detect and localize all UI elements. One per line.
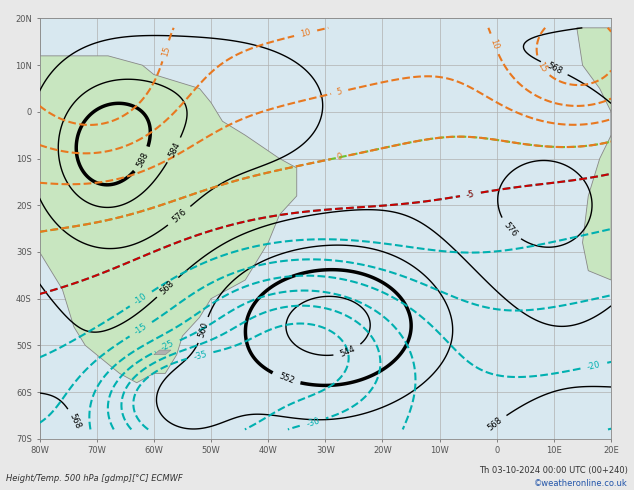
Text: 576: 576 [501, 220, 519, 238]
Text: Th 03-10-2024 00:00 UTC (00+240): Th 03-10-2024 00:00 UTC (00+240) [479, 466, 628, 475]
Text: 588: 588 [135, 150, 150, 169]
Text: -20: -20 [586, 360, 602, 371]
Text: -30: -30 [305, 416, 321, 428]
Text: 568: 568 [158, 278, 176, 296]
Text: 560: 560 [197, 321, 210, 339]
Text: 15: 15 [160, 45, 171, 57]
Polygon shape [39, 56, 297, 383]
Text: Height/Temp. 500 hPa [gdmp][°C] ECMWF: Height/Temp. 500 hPa [gdmp][°C] ECMWF [6, 474, 183, 483]
Text: -5: -5 [465, 189, 476, 199]
Text: 584: 584 [167, 141, 182, 159]
Text: -35: -35 [192, 349, 208, 362]
Text: -5: -5 [465, 189, 476, 199]
Text: -10: -10 [133, 291, 149, 307]
Text: 5: 5 [336, 87, 343, 97]
Text: 10: 10 [488, 38, 500, 50]
Text: 568: 568 [486, 416, 503, 433]
Text: -25: -25 [160, 339, 176, 353]
Text: 568: 568 [545, 60, 564, 76]
Text: 544: 544 [339, 344, 357, 359]
Text: -15: -15 [133, 322, 149, 337]
Text: 0: 0 [336, 152, 343, 162]
Polygon shape [577, 28, 611, 280]
Text: 576: 576 [171, 207, 188, 224]
Text: 15: 15 [536, 60, 548, 74]
Text: 552: 552 [277, 372, 295, 386]
Text: 568: 568 [67, 412, 82, 431]
Polygon shape [154, 350, 171, 355]
Text: 10: 10 [299, 27, 312, 39]
Text: ©weatheronline.co.uk: ©weatheronline.co.uk [534, 479, 628, 488]
